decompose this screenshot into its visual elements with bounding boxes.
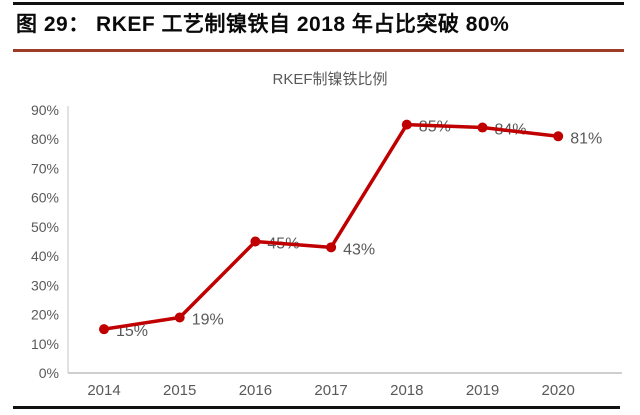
data-point-marker bbox=[477, 122, 488, 133]
y-tick-label: 10% bbox=[31, 336, 59, 352]
data-point-marker bbox=[250, 236, 261, 247]
data-point-marker bbox=[174, 312, 185, 323]
x-tick-label: 2016 bbox=[239, 382, 272, 399]
top-divider bbox=[13, 2, 624, 5]
y-tick-label: 0% bbox=[39, 365, 59, 381]
y-tick-label: 20% bbox=[31, 307, 59, 323]
data-point-marker bbox=[99, 324, 109, 335]
data-label: 81% bbox=[570, 130, 602, 147]
x-tick-label: 2015 bbox=[163, 382, 196, 399]
bottom-divider bbox=[13, 406, 620, 409]
y-tick-label: 80% bbox=[31, 131, 59, 147]
y-tick-label: 90% bbox=[31, 102, 59, 118]
data-point-marker bbox=[553, 131, 564, 142]
y-tick-label: 60% bbox=[31, 190, 59, 206]
data-label: 43% bbox=[343, 241, 375, 258]
y-tick-label: 30% bbox=[31, 277, 59, 293]
data-label: 19% bbox=[192, 311, 224, 328]
y-tick-label: 50% bbox=[31, 219, 59, 235]
data-point-marker bbox=[401, 119, 412, 130]
x-tick-label: 2017 bbox=[314, 382, 347, 399]
y-tick-label: 70% bbox=[31, 160, 59, 176]
data-point-marker bbox=[326, 242, 337, 253]
series-line bbox=[102, 122, 560, 331]
y-tick-label: 40% bbox=[31, 248, 59, 264]
figure-caption: 图 29： RKEF 工艺制镍铁自 2018 年占比突破 80% bbox=[16, 13, 510, 36]
x-tick-label: 2014 bbox=[87, 382, 120, 399]
x-tick-label: 2018 bbox=[390, 382, 423, 399]
caption-underline bbox=[13, 49, 624, 52]
x-tick-label: 2020 bbox=[542, 382, 575, 399]
chart-title: RKEF制镍铁比例 bbox=[272, 71, 388, 88]
x-tick-label: 2019 bbox=[466, 382, 499, 399]
